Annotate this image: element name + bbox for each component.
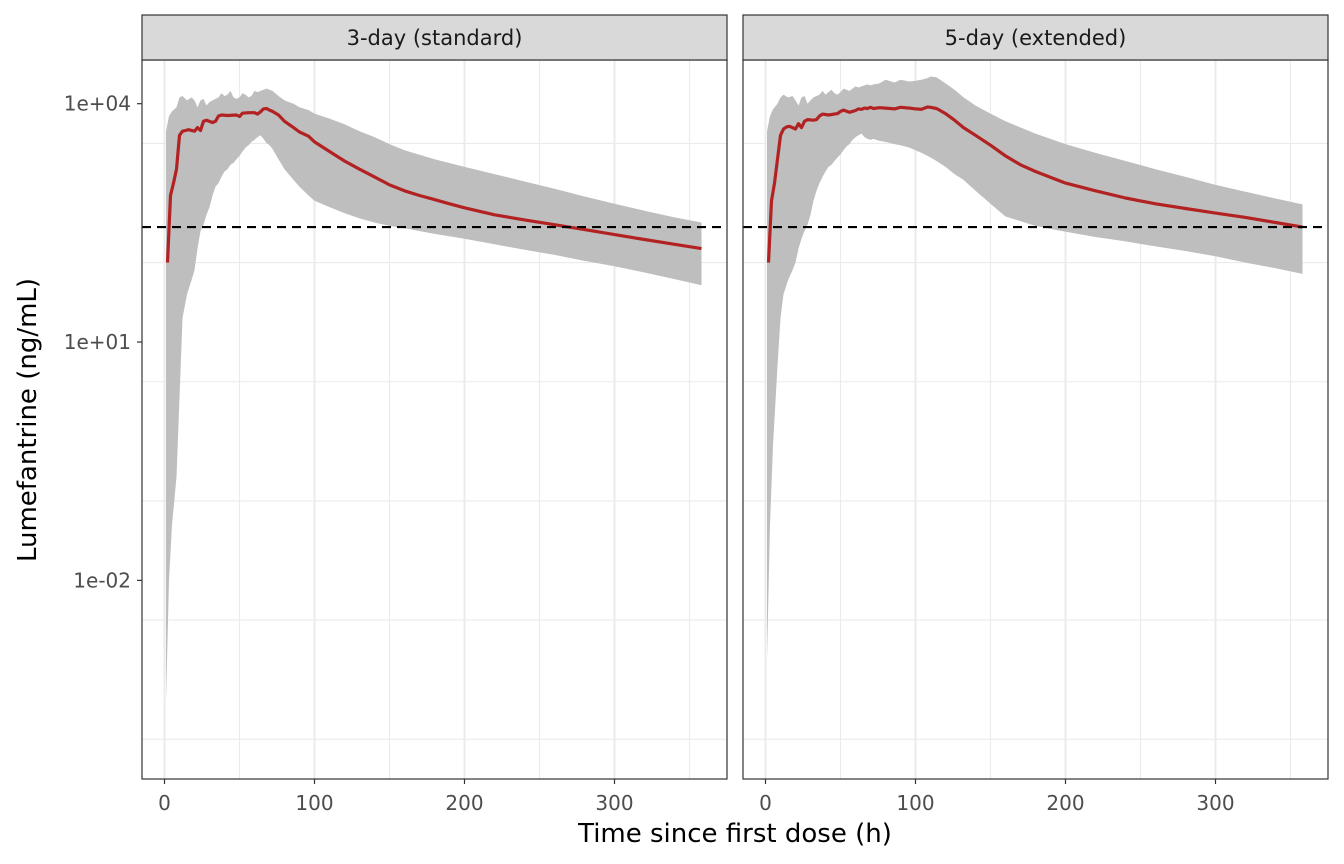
ribbon-layer [767, 76, 1303, 660]
x-tick-label: 300 [595, 791, 633, 815]
x-tick-label: 100 [896, 791, 934, 815]
panel-5-day: 5-day (extended) 0 100 200 300 [742, 14, 1329, 815]
y-tick-label: 1e+04 [64, 92, 131, 116]
x-tick-label: 0 [158, 791, 171, 815]
median-line [766, 105, 1303, 263]
x-axis-ticks: 0 100 200 300 [759, 779, 1235, 815]
median-line [165, 106, 702, 263]
median-layer [766, 105, 1303, 263]
median-layer [165, 106, 702, 263]
y-axis-ticks: 1e+04 1e+01 1e-02 [64, 92, 142, 592]
ribbon-layer [166, 88, 702, 702]
x-tick-label: 100 [295, 791, 333, 815]
y-tick-label: 1e-02 [73, 568, 131, 592]
x-tick-label: 300 [1196, 791, 1234, 815]
facet-strip [742, 14, 1329, 61]
y-tick-label: 1e+01 [64, 330, 131, 354]
x-tick-label: 200 [445, 791, 483, 815]
confidence-ribbon [166, 88, 702, 702]
confidence-ribbon [767, 76, 1303, 660]
x-tick-label: 200 [1046, 791, 1084, 815]
panel-3-day: 3-day (standard) 0 100 200 300 [141, 14, 728, 815]
panel-grid [743, 60, 1328, 779]
x-tick-label: 0 [759, 791, 772, 815]
x-axis-ticks: 0 100 200 300 [158, 779, 634, 815]
facet-strip [141, 14, 728, 61]
facet-strip-label: 3-day (standard) [347, 26, 523, 50]
y-axis-title: Lumefantrine (ng/mL) [13, 278, 43, 562]
facet-strip-label: 5-day (extended) [945, 26, 1127, 50]
x-axis-title: Time since first dose (h) [577, 819, 892, 849]
